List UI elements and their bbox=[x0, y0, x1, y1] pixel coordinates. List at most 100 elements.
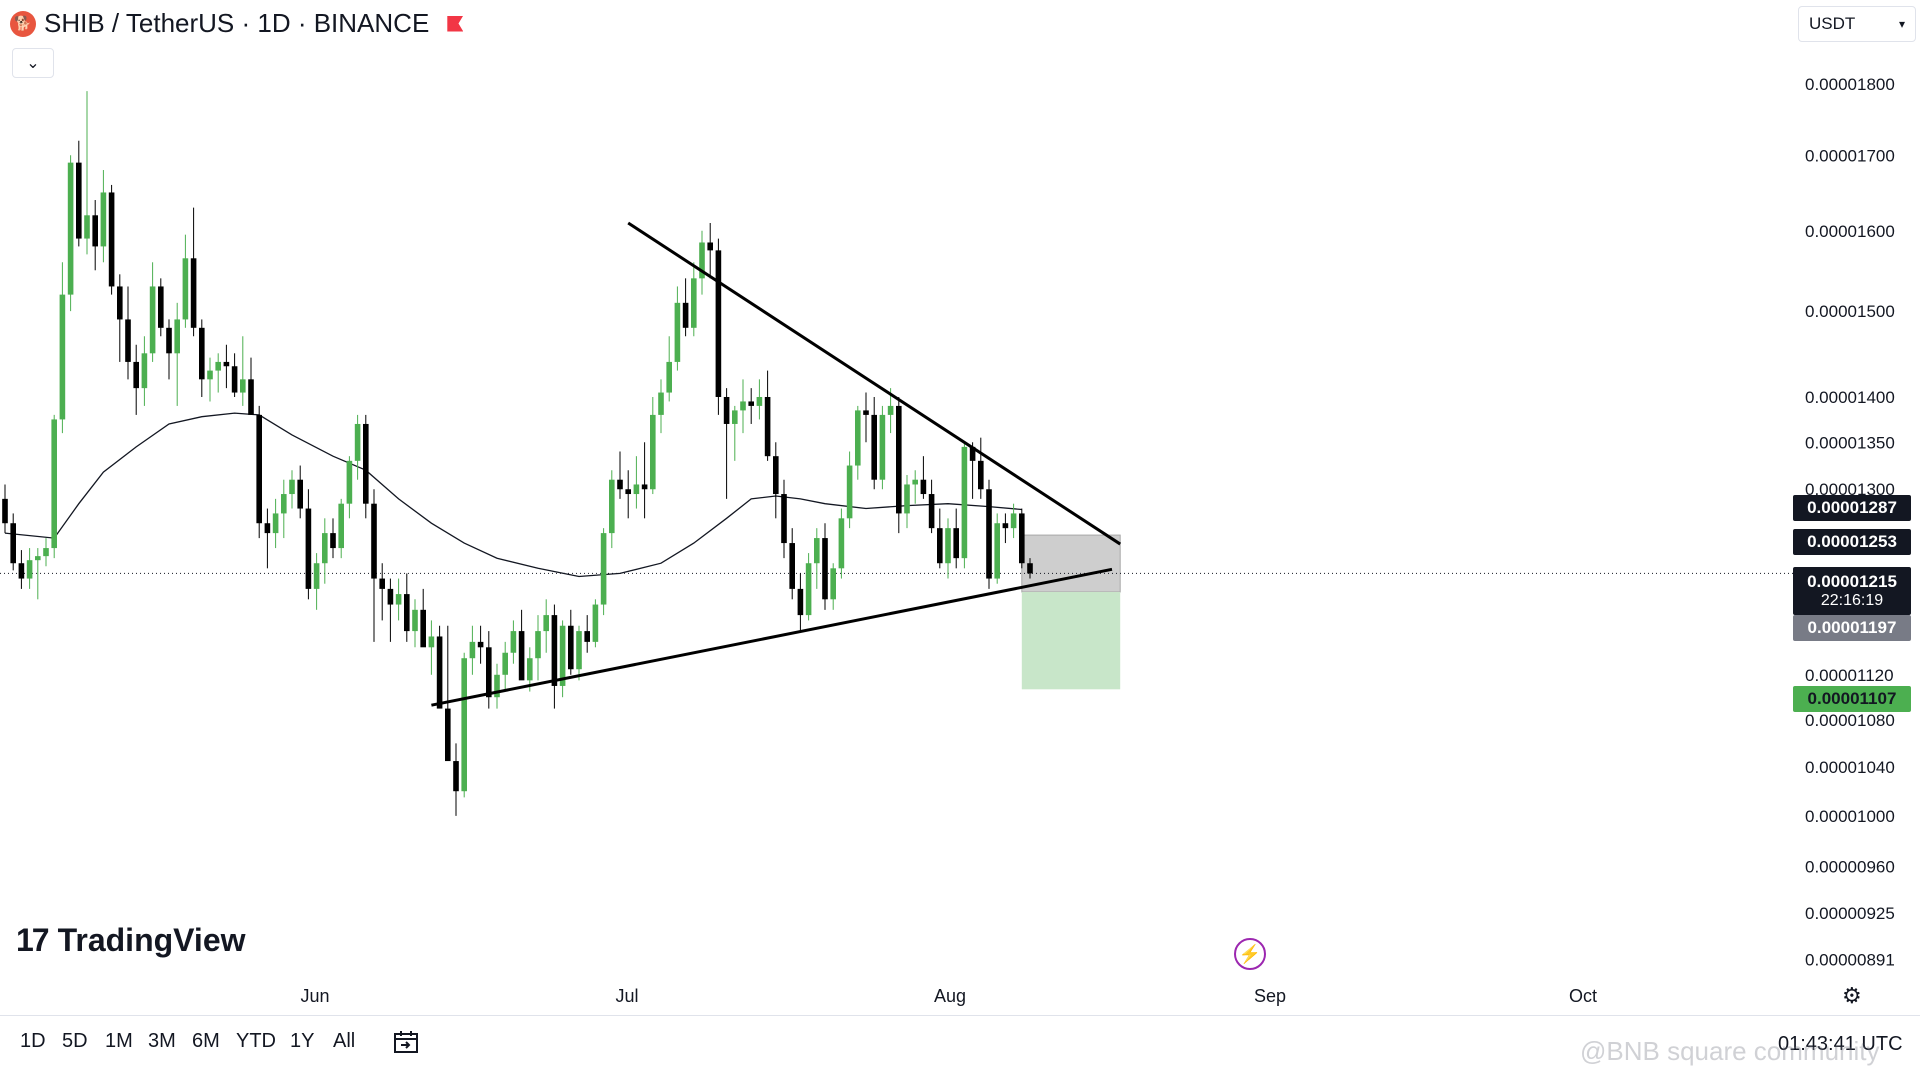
currency-selector[interactable]: USDT ▾ bbox=[1798, 6, 1916, 42]
candle-body bbox=[846, 465, 853, 519]
utc-clock[interactable]: 01:43:41 UTC bbox=[1778, 1033, 1903, 1055]
time-axis: Jun Jul Aug Sep Oct bbox=[300, 986, 1597, 1006]
candle-body bbox=[18, 563, 25, 579]
candle-body bbox=[363, 423, 369, 504]
candle-body bbox=[117, 286, 123, 320]
candle-body bbox=[486, 647, 492, 698]
candle-body bbox=[1019, 513, 1025, 564]
candle-body bbox=[707, 242, 713, 251]
range-button-1d[interactable]: 1D bbox=[20, 1030, 46, 1052]
candle-body bbox=[354, 423, 361, 461]
candle-body bbox=[428, 636, 435, 648]
candle-body bbox=[395, 594, 402, 605]
watermark: @BNB square community bbox=[1580, 1036, 1880, 1066]
y-tick-label: 0.00001120 bbox=[1805, 666, 1894, 685]
candle-body bbox=[781, 494, 787, 544]
candle-body bbox=[986, 489, 992, 579]
candle-body bbox=[527, 658, 533, 681]
candle-body bbox=[420, 609, 426, 648]
candle-body bbox=[445, 708, 451, 762]
candle-body bbox=[182, 258, 189, 320]
y-tick-label: 0.00000891 bbox=[1805, 951, 1895, 970]
candle-body bbox=[281, 494, 287, 514]
x-tick-label: Sep bbox=[1254, 986, 1286, 1006]
candle-body bbox=[231, 366, 238, 393]
price-tag-target: 0.00001107 bbox=[1793, 686, 1911, 712]
candle-body bbox=[773, 456, 779, 495]
y-tick-label: 0.00001800 bbox=[1805, 75, 1895, 94]
candle-body bbox=[937, 528, 943, 564]
candle-body bbox=[994, 523, 1000, 579]
candle-body bbox=[863, 410, 869, 415]
candle-body bbox=[1027, 563, 1033, 574]
candle-body bbox=[797, 588, 804, 616]
collapse-legend-button[interactable]: ⌄ bbox=[12, 48, 54, 78]
candle-body bbox=[379, 578, 385, 589]
trendlines bbox=[431, 221, 1122, 707]
candle-body bbox=[26, 560, 33, 579]
candle-body bbox=[600, 533, 607, 605]
flag-icon[interactable] bbox=[447, 15, 464, 32]
range-button-3m[interactable]: 3M bbox=[148, 1030, 176, 1052]
zone-green bbox=[1021, 592, 1121, 690]
range-button-1m[interactable]: 1M bbox=[105, 1030, 133, 1052]
candle-body bbox=[313, 563, 320, 589]
y-tick-label: 0.00001300 bbox=[1805, 480, 1895, 499]
candle-body bbox=[305, 508, 312, 589]
price-tag-lower: 0.00001253 bbox=[1793, 529, 1911, 555]
candle-body bbox=[35, 556, 41, 561]
candle-body bbox=[535, 631, 541, 659]
candle-body bbox=[240, 379, 246, 393]
range-button-ytd[interactable]: YTD bbox=[236, 1030, 276, 1052]
range-button-6m[interactable]: 6M bbox=[192, 1030, 220, 1052]
candle-body bbox=[289, 479, 295, 495]
x-tick-label: Oct bbox=[1569, 986, 1597, 1006]
candle-body bbox=[149, 286, 156, 354]
candle-body bbox=[855, 410, 861, 466]
candle-body bbox=[174, 319, 180, 354]
candle-body bbox=[494, 674, 500, 698]
x-tick-label: Jul bbox=[615, 986, 638, 1006]
calendar-icon[interactable] bbox=[392, 1028, 420, 1056]
range-button-all[interactable]: All bbox=[333, 1030, 356, 1052]
candle-body bbox=[756, 396, 763, 406]
candle-body bbox=[199, 327, 205, 380]
tradingview-logo[interactable]: 17 TradingView bbox=[16, 922, 246, 959]
lightning-icon[interactable]: ⚡ bbox=[1234, 938, 1266, 970]
candle-body bbox=[412, 609, 418, 632]
range-button-1y[interactable]: 1Y bbox=[290, 1030, 315, 1052]
candle-body bbox=[978, 460, 984, 490]
candle-body bbox=[322, 533, 328, 564]
candle-body bbox=[822, 538, 828, 600]
candle-body bbox=[961, 446, 968, 559]
candle-body bbox=[223, 361, 230, 367]
brand-name: TradingView bbox=[57, 922, 246, 958]
symbol-header[interactable]: 🐕 SHIB / TetherUS · 1D · BINANCE bbox=[10, 8, 464, 39]
candle-body bbox=[338, 503, 344, 549]
candle-body bbox=[805, 563, 812, 616]
y-tick-label: 0.00000925 bbox=[1805, 904, 1895, 923]
price-tag-upper: 0.00001287 bbox=[1793, 495, 1911, 521]
candle-body bbox=[920, 479, 927, 495]
candle-body bbox=[436, 636, 443, 709]
candle-body bbox=[469, 641, 476, 659]
candle-body bbox=[158, 286, 164, 328]
candle-body bbox=[10, 523, 16, 564]
candle-body bbox=[346, 460, 353, 504]
candle-body bbox=[896, 405, 902, 514]
candle-body bbox=[912, 479, 918, 485]
candle-body bbox=[617, 479, 623, 490]
candle-body bbox=[764, 396, 771, 457]
candle-body bbox=[584, 631, 590, 642]
candle-body bbox=[838, 518, 845, 569]
candle-body bbox=[100, 192, 107, 247]
candle-body bbox=[76, 162, 82, 239]
range-button-5d[interactable]: 5D bbox=[62, 1030, 88, 1052]
gear-icon[interactable]: ⚙ bbox=[1842, 983, 1862, 1008]
y-tick-label: 0.00001400 bbox=[1805, 388, 1895, 407]
zone-grey bbox=[1021, 534, 1121, 593]
candle-body bbox=[92, 215, 98, 247]
y-tick-label: 0.00001500 bbox=[1805, 302, 1895, 321]
candle-body bbox=[502, 652, 508, 675]
